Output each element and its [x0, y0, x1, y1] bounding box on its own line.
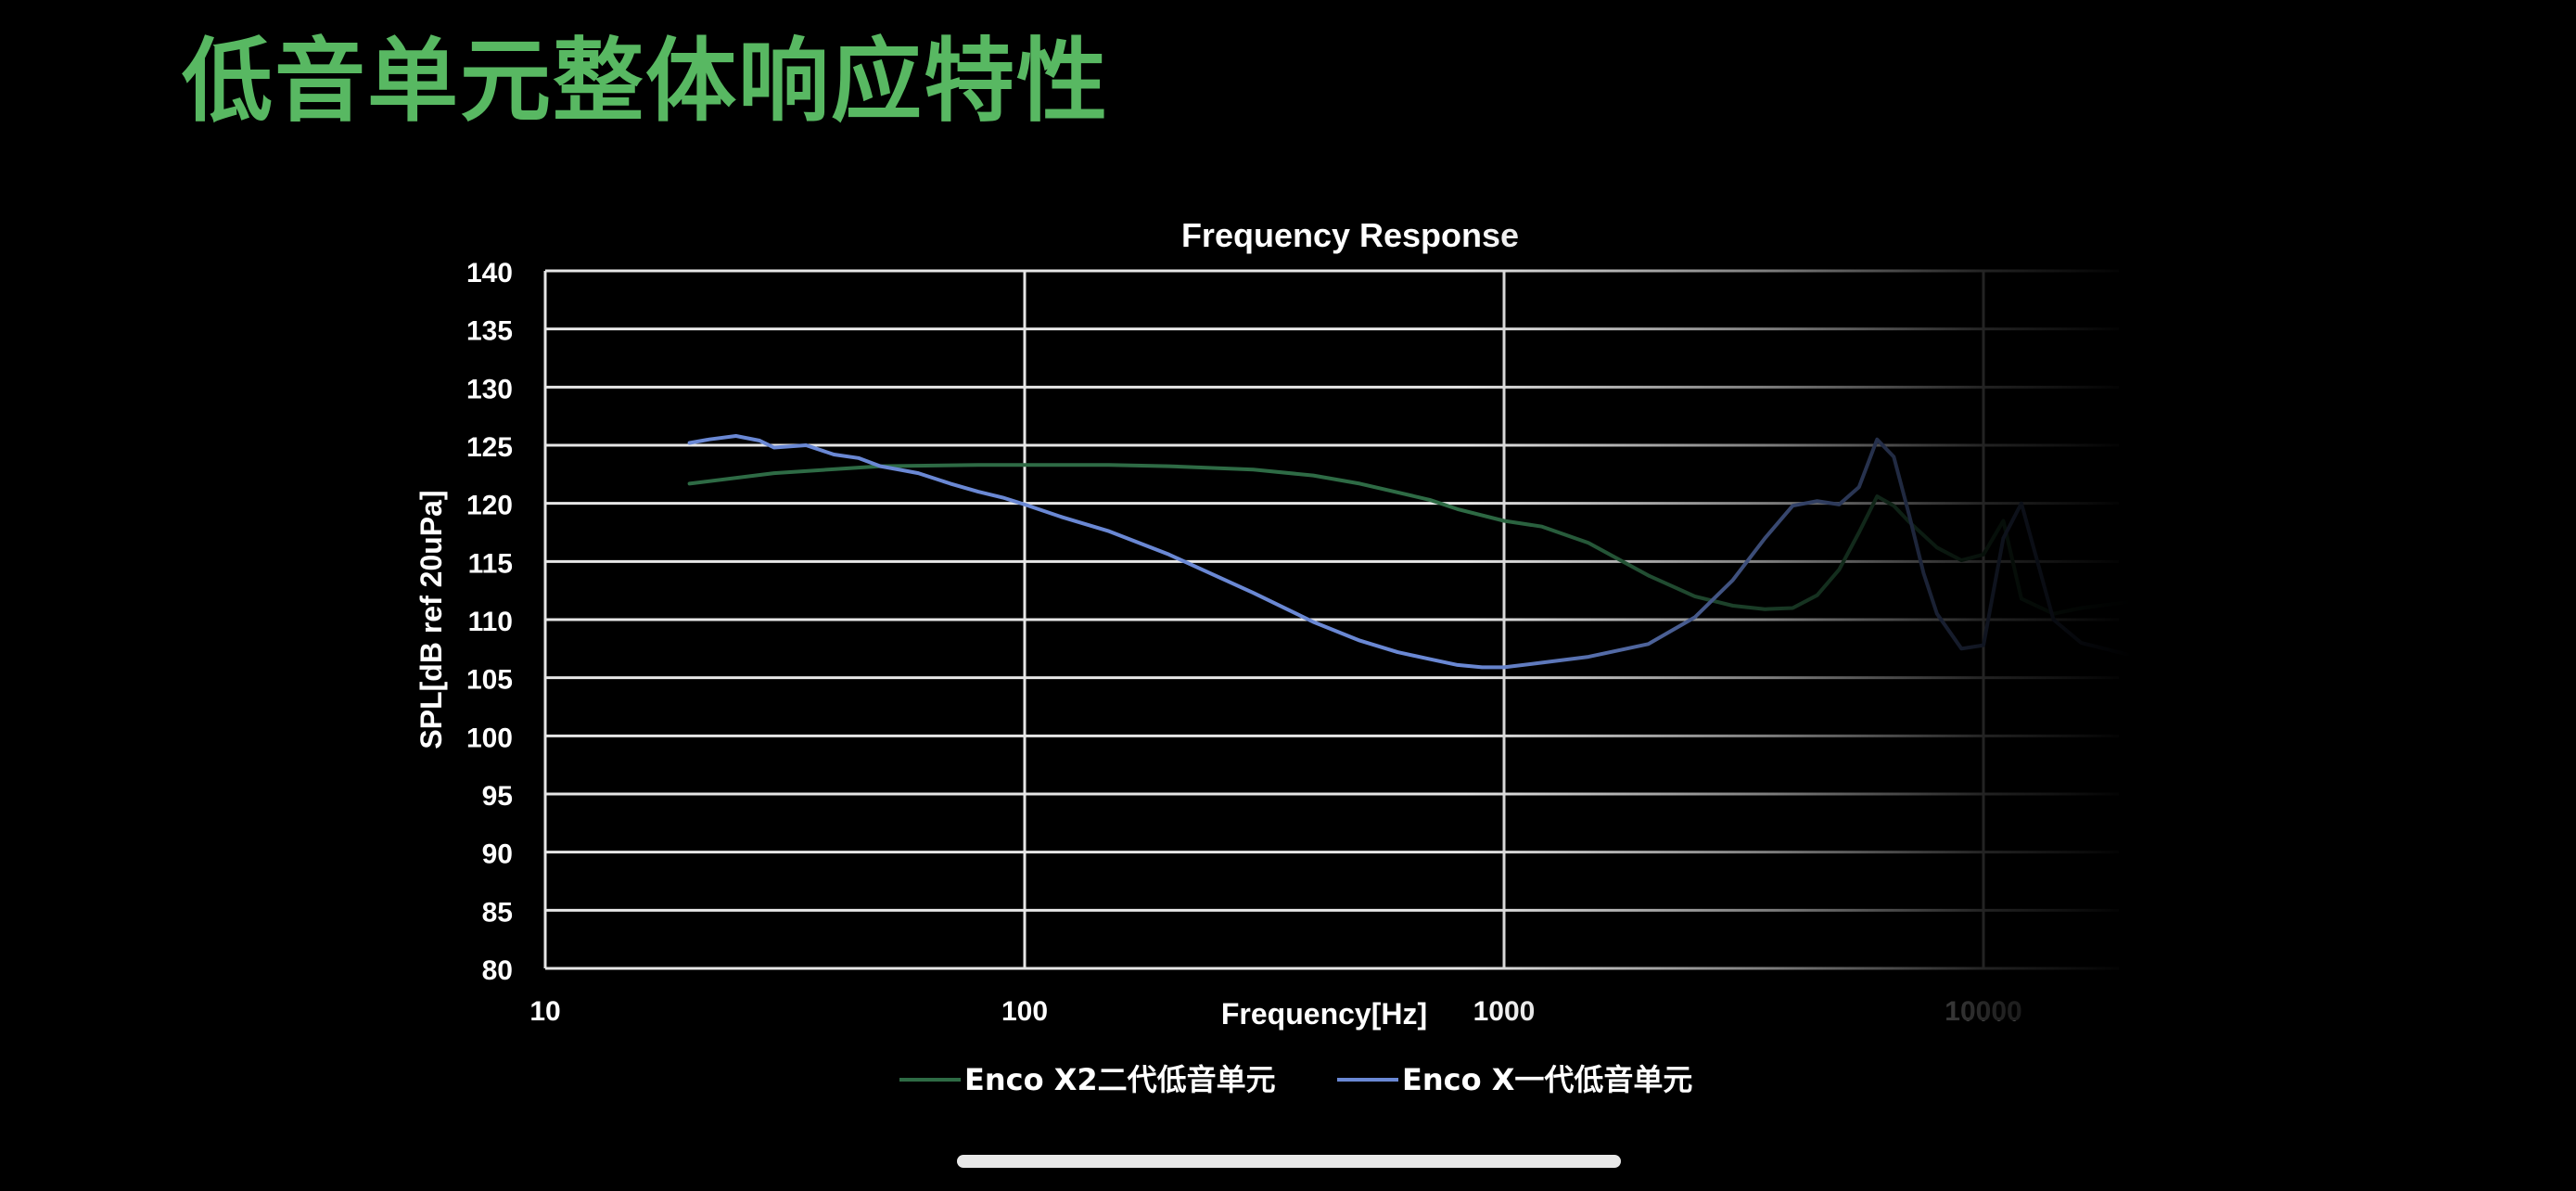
slide-title: 低音单元整体响应特性	[182, 29, 1110, 134]
series-line-2	[687, 434, 2130, 670]
x-axis-label: Frequency[Hz]	[1221, 997, 1427, 1031]
legend-label-1: Enco X2二代低音单元	[964, 1062, 1276, 1097]
x-tick-label: 100	[1001, 996, 1048, 1027]
y-tick-label: 90	[482, 839, 513, 870]
y-tick-label: 115	[468, 548, 513, 579]
y-tick-label: 80	[482, 955, 513, 986]
chart-legend: Enco X2二代低音单元 Enco X一代低音单元	[899, 1062, 1692, 1097]
y-tick-label: 105	[466, 665, 513, 696]
y-axis-label: SPL[dB ref 20uPa]	[414, 490, 448, 749]
y-tick-label: 140	[466, 258, 513, 288]
y-tick-label: 100	[466, 723, 513, 753]
chart-grid	[543, 269, 2119, 970]
y-tick-label: 125	[466, 432, 513, 463]
series-lines	[687, 434, 2130, 670]
y-tick-label: 85	[482, 897, 513, 928]
y-tick-label: 110	[468, 607, 513, 637]
y-axis-ticks: 80 85 90 95 100 105 110 115 120 125 130 135 140	[466, 258, 513, 986]
y-tick-label: 120	[466, 491, 513, 521]
y-tick-label: 95	[482, 781, 513, 812]
home-indicator[interactable]	[957, 1155, 1621, 1168]
x-tick-label: 1000	[1473, 996, 1536, 1027]
x-tick-label: 10000	[1945, 996, 2021, 1027]
legend-label-2: Enco X一代低音单元	[1402, 1062, 1692, 1097]
y-tick-label: 135	[466, 316, 513, 347]
y-tick-label: 130	[466, 374, 513, 404]
series-line-1	[687, 463, 2130, 616]
x-tick-label: 10	[529, 996, 560, 1027]
chart-title: Frequency Response	[1181, 216, 1519, 254]
